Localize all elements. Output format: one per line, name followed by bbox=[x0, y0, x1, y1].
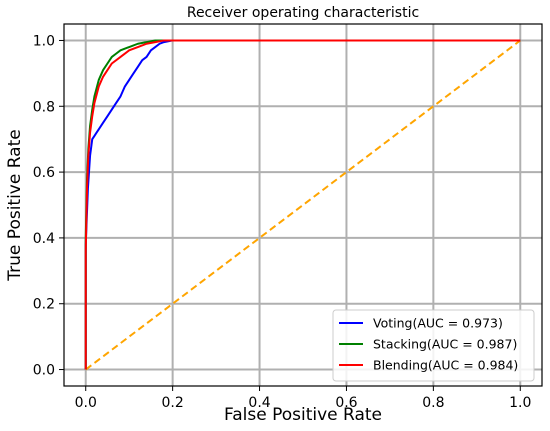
legend-label: Voting(AUC = 0.973) bbox=[373, 316, 503, 331]
x-tick-label: 0.0 bbox=[75, 395, 97, 411]
legend: Voting(AUC = 0.973) Stacking(AUC = 0.987)… bbox=[332, 309, 535, 382]
y-tick-label: 0.2 bbox=[33, 297, 55, 313]
y-tick-label: 0.0 bbox=[33, 363, 55, 379]
y-tick-label: 0.6 bbox=[33, 165, 55, 181]
y-tick-label: 1.0 bbox=[33, 33, 55, 49]
y-tick-label: 0.4 bbox=[33, 231, 55, 247]
legend-label: Blending(AUC = 0.984) bbox=[373, 358, 518, 373]
x-tick-label: 0.8 bbox=[422, 395, 444, 411]
grid-layer bbox=[64, 24, 542, 386]
chart-title: Receiver operating characteristic bbox=[187, 5, 419, 21]
x-tick-label: 0.4 bbox=[248, 395, 270, 411]
chance-diagonal-line bbox=[85, 39, 521, 371]
legend-box bbox=[332, 309, 535, 382]
x-tick-label: 0.2 bbox=[162, 395, 184, 411]
x-axis-label: False Positive Rate bbox=[224, 405, 382, 425]
tick-layer: 0.0 0.2 0.4 0.6 0.8 1.0 0.0 0.2 0.4 0.6 0.8 1.0 bbox=[33, 33, 532, 411]
legend-label: Stacking(AUC = 0.987) bbox=[373, 337, 517, 352]
series-line-2 bbox=[84, 39, 521, 370]
plot-frame bbox=[63, 23, 543, 387]
x-tick-label: 1.0 bbox=[509, 395, 531, 411]
y-axis-label: True Positive Rate bbox=[5, 129, 25, 281]
series-line-0 bbox=[84, 39, 521, 370]
x-tick-label: 0.6 bbox=[335, 395, 357, 411]
series-layer bbox=[84, 39, 521, 371]
y-tick-label: 0.8 bbox=[33, 99, 55, 115]
